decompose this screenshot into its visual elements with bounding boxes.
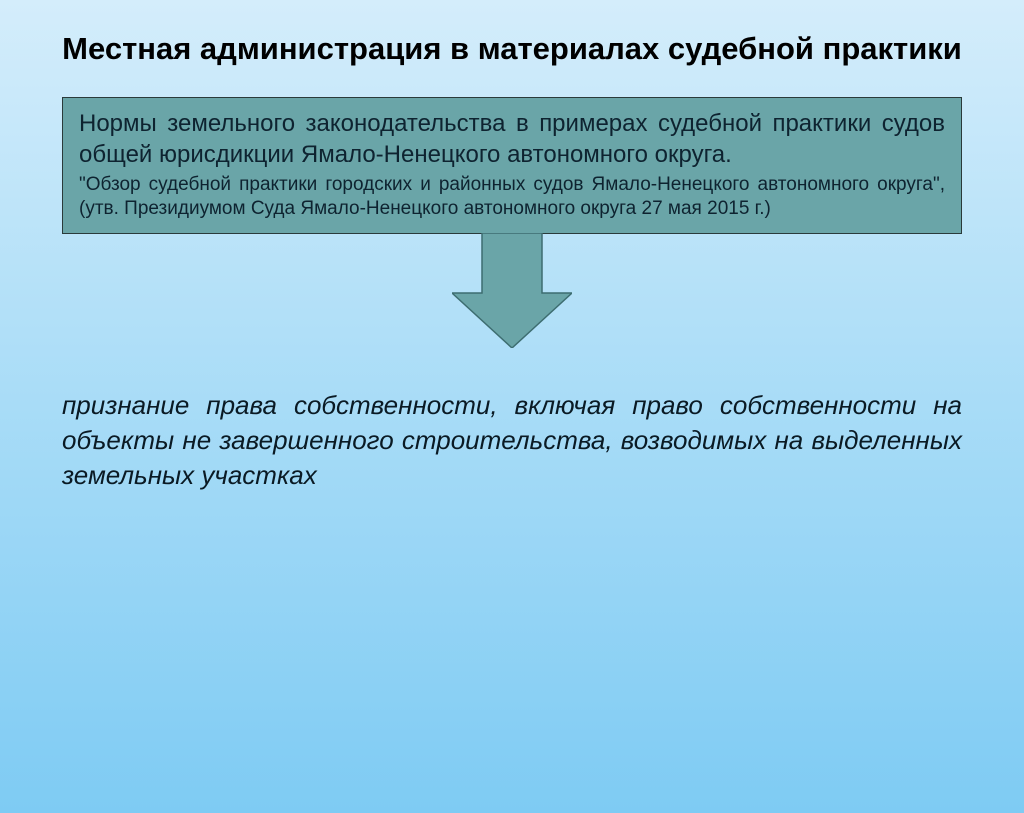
down-arrow-icon — [452, 233, 572, 348]
slide: Местная администрация в материалах судеб… — [0, 0, 1024, 813]
info-box-sub-text: "Обзор судебной практики городских и рай… — [79, 173, 945, 221]
arrow-container — [62, 233, 962, 348]
slide-title: Местная администрация в материалах судеб… — [60, 30, 964, 69]
info-box-main-text: Нормы земельного законодательства в прим… — [79, 108, 945, 171]
conclusion-text: признание права собственности, включая п… — [62, 388, 962, 493]
info-box: Нормы земельного законодательства в прим… — [62, 97, 962, 234]
